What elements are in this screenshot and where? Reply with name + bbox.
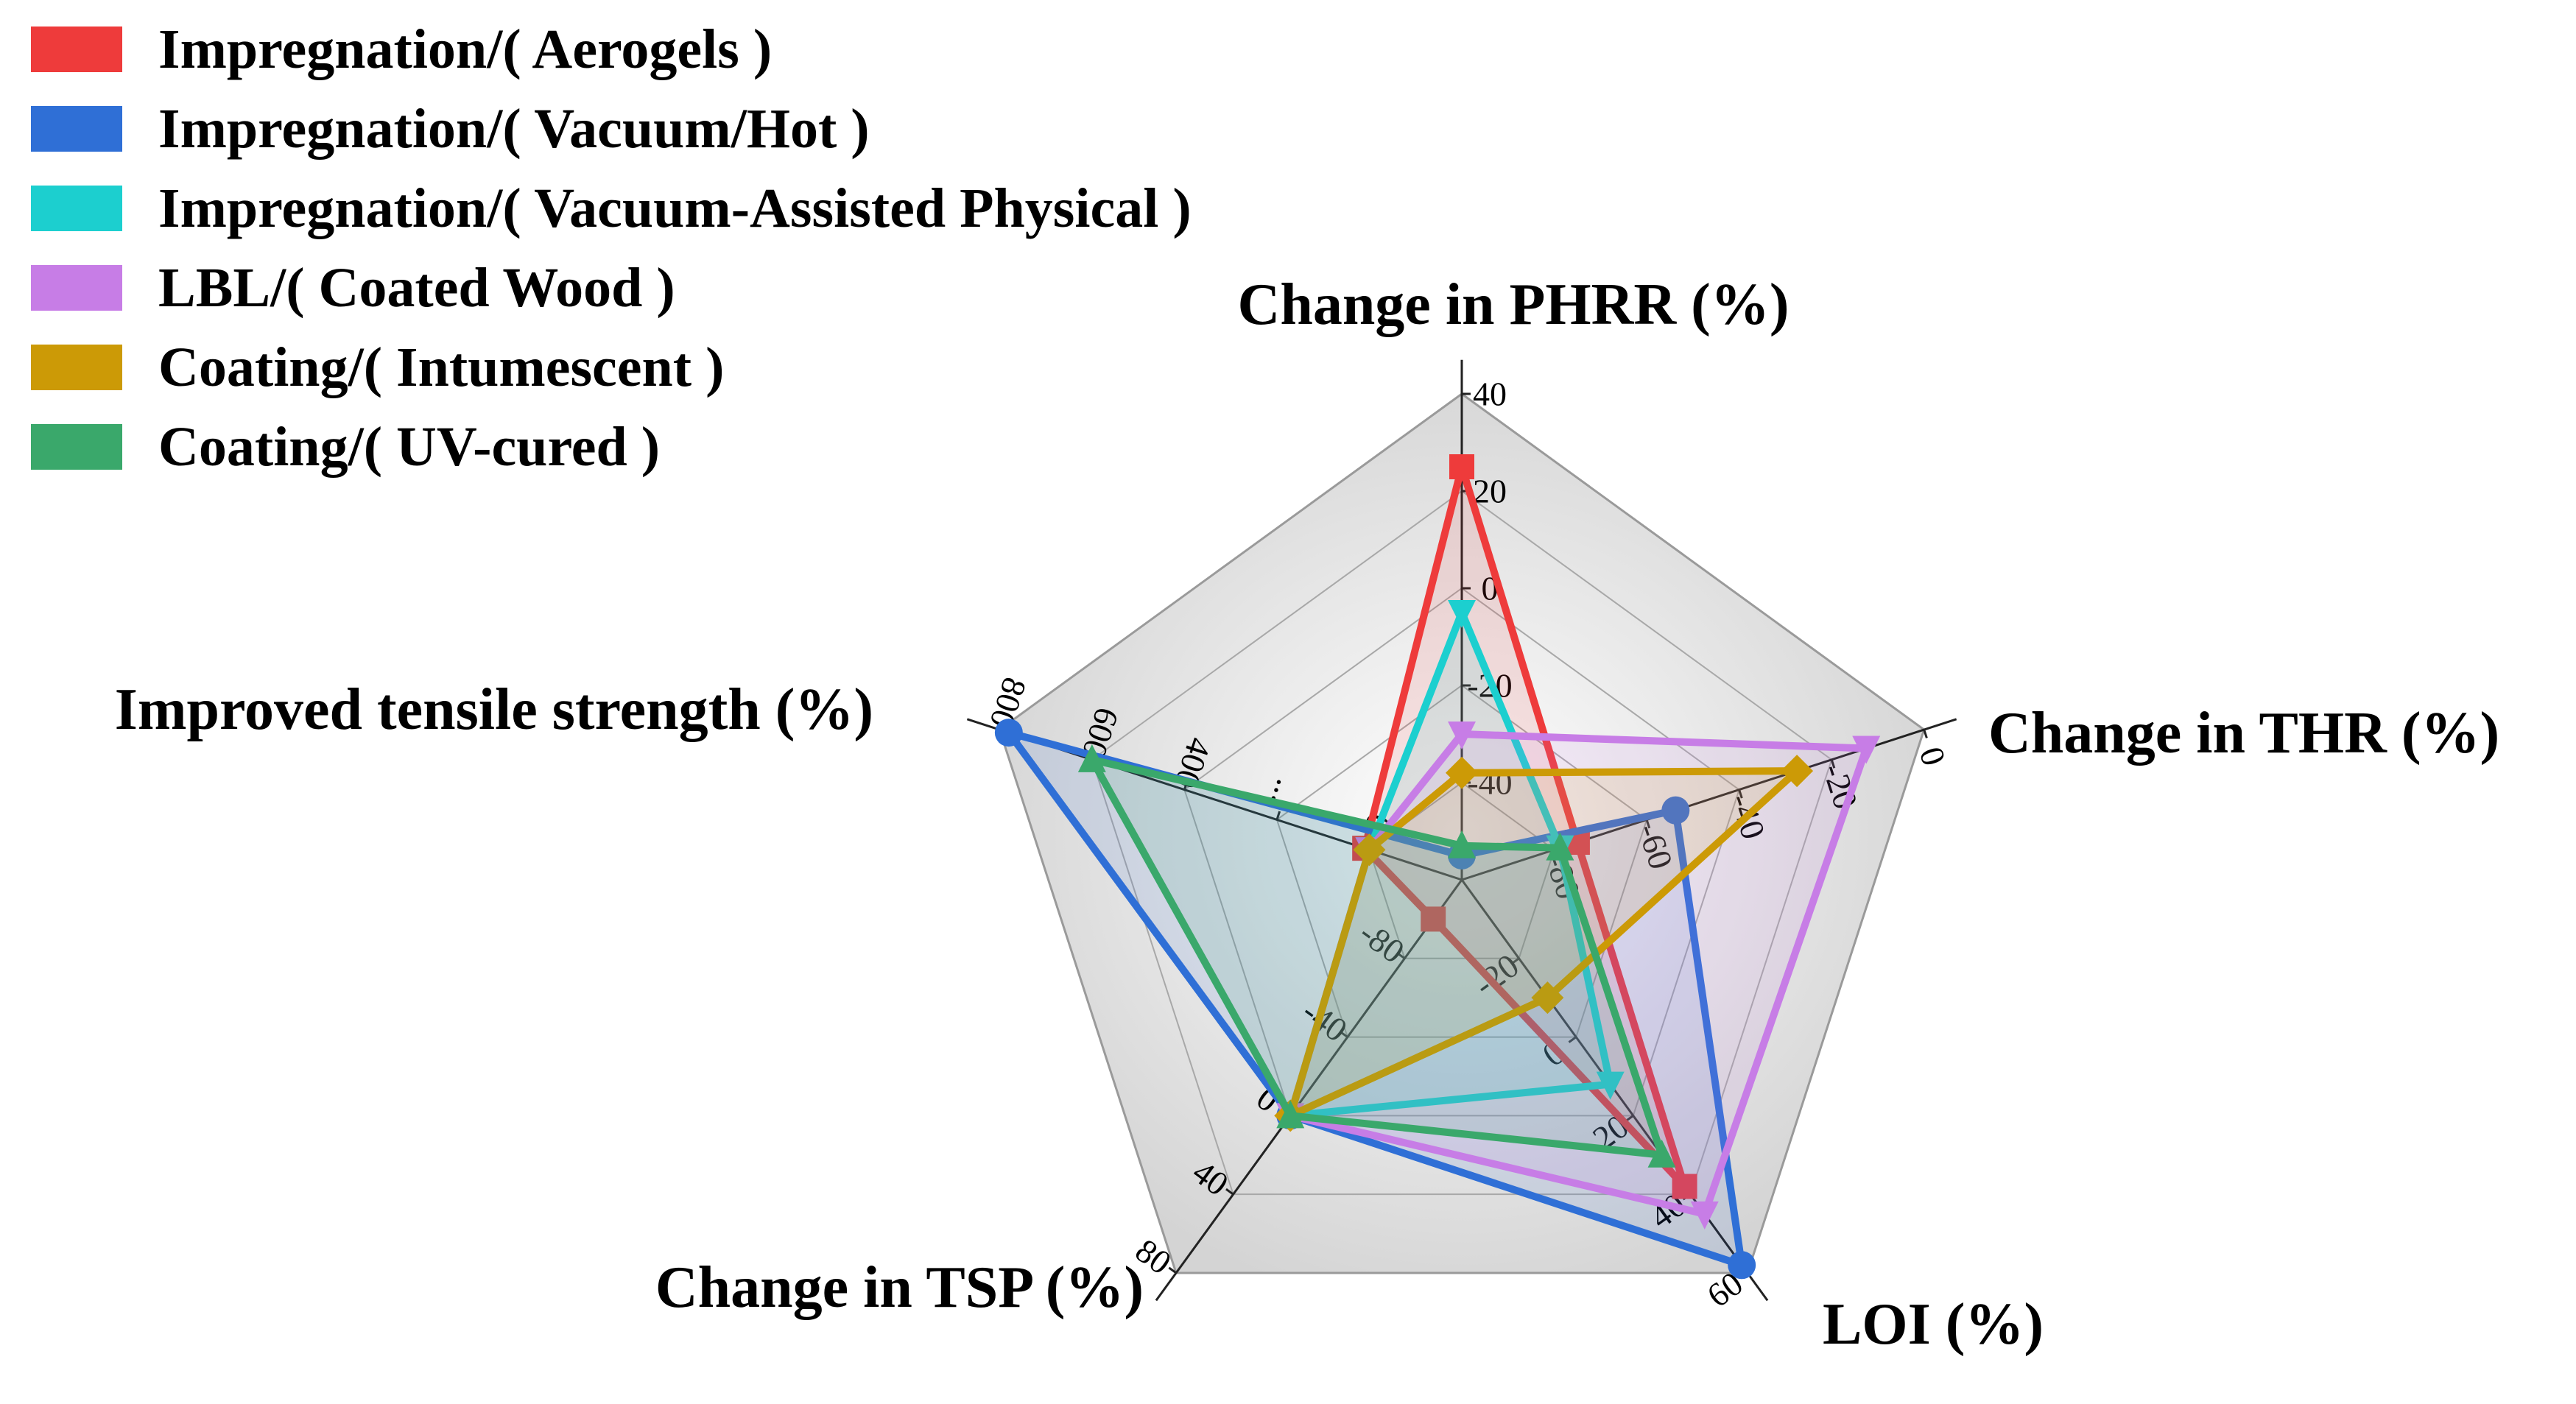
legend-label: Impregnation/( Vacuum/Hot ) xyxy=(158,98,870,160)
tick-label-phrr: 40 xyxy=(1473,375,1507,413)
axis-title-tsp: Change in TSP (%) xyxy=(655,1255,1144,1320)
data-point xyxy=(1446,756,1478,789)
series-line xyxy=(1287,767,1801,1120)
data-point xyxy=(1448,722,1476,749)
tick-mark xyxy=(1738,789,1743,799)
legend-swatch xyxy=(31,186,122,231)
tick-mark xyxy=(1396,952,1406,960)
tick-mark xyxy=(1225,1188,1234,1196)
data-point xyxy=(1781,755,1814,788)
series-line xyxy=(1088,755,1666,1159)
series-coating-uv-cured xyxy=(1077,744,1676,1168)
legend-label: Impregnation/( Vacuum-Assisted Physical … xyxy=(158,177,1192,239)
tick-mark xyxy=(1340,1031,1348,1038)
legend-swatch xyxy=(31,265,122,311)
data-point xyxy=(1596,1071,1625,1100)
grid-ring xyxy=(1091,490,1833,1196)
legend-swatch xyxy=(31,345,122,390)
data-point xyxy=(1448,830,1476,858)
tick-mark xyxy=(1168,1266,1177,1274)
data-point xyxy=(1448,600,1476,628)
data-point xyxy=(1690,1201,1719,1230)
data-point xyxy=(1421,906,1446,932)
legend-item-impregnation-aerogels: Impregnation/( Aerogels ) xyxy=(31,18,772,80)
data-point xyxy=(1531,981,1564,1015)
legend-label: Coating/( Intumescent ) xyxy=(158,336,724,398)
legend-item-lbl-coated-wood: LBL/( Coated Wood ) xyxy=(31,257,675,319)
series-coating-intumescent xyxy=(1274,755,1814,1132)
tick-label-phrr: 20 xyxy=(1473,473,1507,510)
data-point xyxy=(994,719,1023,747)
axis-title-loi: LOI (%) xyxy=(1823,1292,2044,1357)
data-point xyxy=(1276,1100,1305,1129)
legend-swatch xyxy=(31,27,122,72)
axis-title-tensile: Improved tensile strength (%) xyxy=(115,677,873,742)
legend: Impregnation/( Aerogels ) Impregnation/( … xyxy=(31,18,1192,478)
legend-swatch xyxy=(31,106,122,152)
tick-mark xyxy=(1625,1115,1634,1122)
data-point xyxy=(1672,1174,1697,1199)
data-point xyxy=(1728,1251,1756,1280)
tick-mark xyxy=(1923,729,1928,738)
legend-swatch xyxy=(31,424,122,470)
legend-item-impregnation-vacuum-hot: Impregnation/( Vacuum/Hot ) xyxy=(31,98,870,160)
series-line xyxy=(1004,729,1746,1269)
legend-item-coating-intumescent: Coating/( Intumescent ) xyxy=(31,336,724,398)
tick-mark xyxy=(1510,957,1520,965)
series-layer xyxy=(994,454,1881,1280)
legend-label: Impregnation/( Aerogels ) xyxy=(158,18,772,80)
data-point xyxy=(1647,1139,1676,1168)
axis-titles: Change in PHRR (%) Change in THR (%) LOI (… xyxy=(115,272,2500,1357)
legend-label: LBL/( Coated Wood ) xyxy=(158,257,675,319)
data-point xyxy=(1661,796,1690,825)
tick-mark xyxy=(1830,759,1836,769)
data-point xyxy=(1353,833,1386,867)
data-point xyxy=(1449,454,1474,479)
data-point xyxy=(1852,735,1881,764)
tick-mark xyxy=(1645,819,1651,829)
tick-mark xyxy=(1275,811,1281,820)
tick-mark xyxy=(1568,1036,1577,1043)
axis-line-tsp xyxy=(1155,879,1463,1302)
axis-title-phrr: Change in PHRR (%) xyxy=(1238,272,1790,337)
grid-ring xyxy=(1183,587,1740,1117)
data-point xyxy=(1546,832,1574,861)
legend-item-impregnation-vacuum-assisted-physical: Impregnation/( Vacuum-Assisted Physical … xyxy=(31,177,1192,239)
axis-title-thr: Change in THR (%) xyxy=(1988,701,2499,766)
data-point xyxy=(1077,744,1106,772)
legend-item-coating-uv-cured: Coating/( UV-cured ) xyxy=(31,416,660,478)
legend-label: Coating/( UV-cured ) xyxy=(158,416,660,478)
series-line xyxy=(1287,609,1614,1120)
